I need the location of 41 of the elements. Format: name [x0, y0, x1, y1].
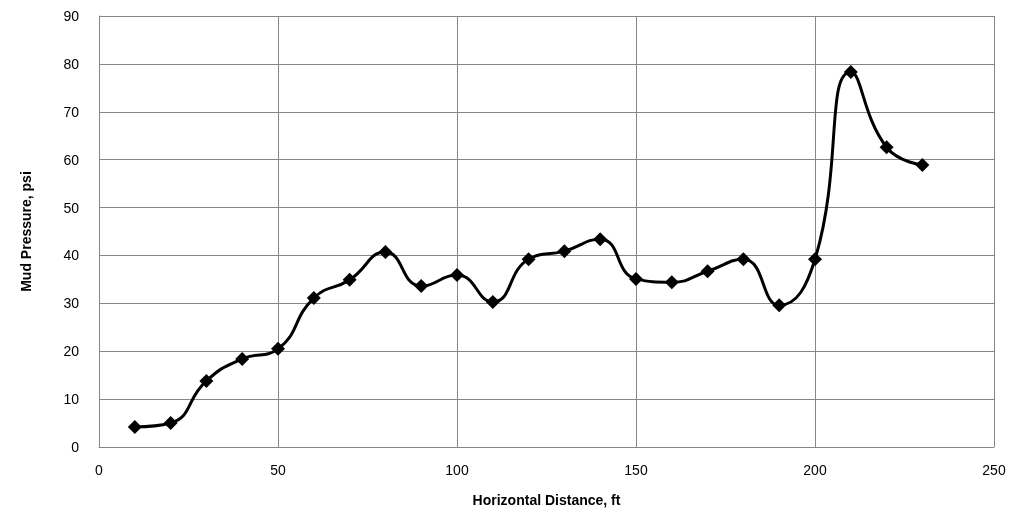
y-tick-label: 80 [63, 55, 80, 72]
point [521, 252, 536, 267]
point [414, 279, 429, 294]
x-tick-label: 50 [270, 462, 286, 478]
point [306, 291, 321, 306]
point [629, 271, 643, 286]
x-axis-title: Horizontal Distance, ft [472, 492, 621, 508]
y-tick-label: 0 [71, 439, 80, 455]
point [235, 351, 250, 366]
x-tick-label: 200 [803, 462, 827, 478]
point [557, 244, 572, 259]
y-axis-title: Mud Pressure, psi [18, 171, 34, 292]
point [879, 140, 894, 155]
point [593, 232, 608, 247]
point [843, 65, 858, 80]
y-tick-label: 50 [63, 199, 80, 216]
point [163, 416, 178, 431]
point [808, 252, 822, 267]
x-tick-label: 0 [95, 462, 104, 478]
point [450, 268, 464, 283]
point [378, 245, 393, 260]
y-tick-label: 60 [63, 151, 80, 168]
y-tick-label: 20 [63, 343, 80, 360]
y-tick-label: 70 [63, 103, 80, 120]
point [772, 298, 787, 313]
x-tick-label: 150 [624, 462, 648, 478]
point [664, 275, 679, 290]
y-tick-label: 90 [63, 8, 80, 24]
point [915, 157, 930, 172]
point [485, 294, 500, 309]
point [127, 419, 142, 434]
y-tick-label: 40 [63, 247, 80, 264]
point [700, 264, 715, 279]
y-tick-label: 10 [63, 391, 80, 408]
y-tick-label: 30 [63, 295, 80, 312]
x-tick-label: 250 [982, 462, 1006, 478]
point [736, 252, 751, 267]
point [199, 373, 214, 388]
point [342, 272, 357, 287]
point [271, 341, 285, 356]
x-tick-label: 100 [445, 462, 469, 478]
